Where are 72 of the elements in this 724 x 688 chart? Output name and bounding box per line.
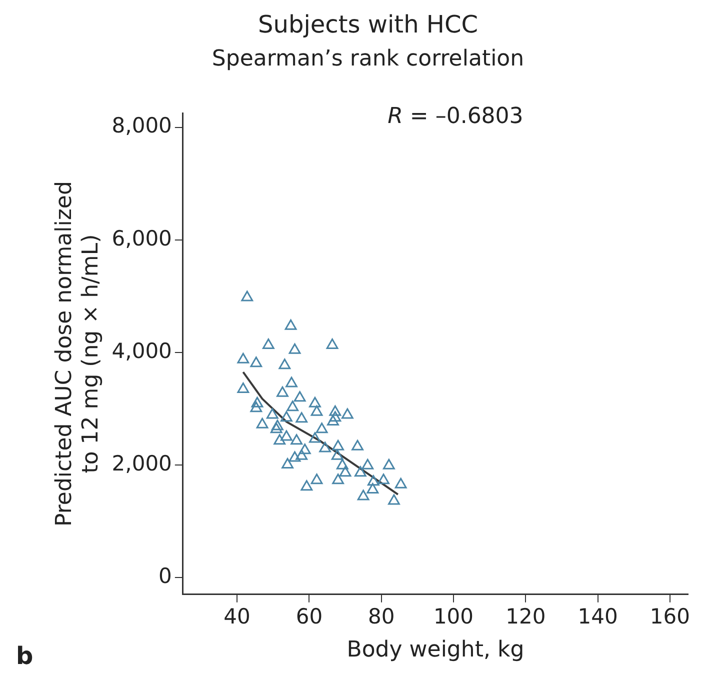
x-tick-label: 100 [433,604,474,628]
y-tick-label: 6,000 [112,226,172,250]
point [378,474,390,484]
point [278,358,291,370]
point [388,494,400,505]
point [286,376,298,388]
point [332,440,344,450]
x-tick-label: 80 [368,604,395,628]
point [280,430,292,441]
point [357,490,370,500]
point [250,402,262,412]
point [309,396,321,408]
point [329,411,342,422]
point [309,432,321,443]
x-tick-label: 140 [578,604,618,628]
x-axis-title: Body weight, kg [346,638,524,663]
point [316,422,328,434]
point [394,478,407,488]
point [339,466,352,477]
point [300,480,313,491]
point [290,434,303,445]
point [276,386,288,397]
point [367,475,380,486]
point [298,444,311,454]
point [282,458,294,468]
chart-title: Subjects with HCC [258,10,478,39]
y-tick-label: 2,000 [112,451,172,476]
annotation: R = –0.6803 [388,104,524,130]
y-tick-label: 8,000 [112,114,172,138]
point [354,466,366,477]
text: b [16,642,34,670]
point [296,449,308,460]
y-tick-label: 0 [158,564,172,588]
point [288,343,301,354]
point [352,440,364,450]
point [250,356,262,368]
point [296,412,308,423]
point [310,474,323,484]
point [366,482,379,494]
point [271,420,284,430]
point [274,434,286,445]
y-tick-label: 4,000 [112,338,172,363]
x-tick-label: 160 [650,604,690,628]
point [241,290,254,302]
y-axis-title: Predicted AUC dose normalized to 12 mg (ng × h/mL) [52,181,104,527]
point [284,319,297,330]
point [256,418,268,428]
point [286,400,299,412]
point [288,451,301,462]
point [332,474,344,484]
point [326,338,338,350]
point [262,338,274,350]
point [362,458,374,470]
point [280,411,292,422]
point [341,408,354,419]
x-tick-label: 120 [506,604,546,628]
point [294,391,306,402]
point [331,449,344,460]
point [237,382,250,394]
point [319,442,332,452]
point [237,352,250,364]
chart-subtitle: Spearman’s rank correlation [212,46,524,72]
x-tick-label: 60 [296,604,323,628]
point [266,408,278,419]
point [329,405,342,416]
x-tick-label: 40 [224,604,250,628]
point [327,414,339,426]
point [310,405,323,416]
point [382,458,395,470]
point [270,422,282,434]
point [251,396,264,408]
point [336,458,348,470]
